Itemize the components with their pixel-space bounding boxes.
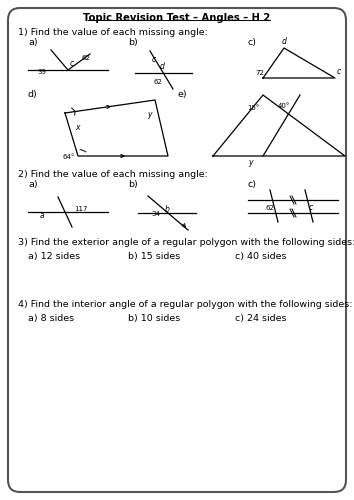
Text: 62: 62 (265, 205, 274, 211)
Text: a): a) (28, 180, 38, 189)
Text: 40°: 40° (278, 103, 290, 109)
Text: b): b) (128, 180, 138, 189)
Text: d: d (160, 62, 165, 71)
Text: y: y (248, 158, 252, 167)
Text: c: c (337, 67, 341, 76)
Text: 34: 34 (151, 211, 160, 217)
Text: c): c) (248, 180, 257, 189)
Text: 39: 39 (37, 69, 46, 75)
Text: y: y (148, 110, 152, 119)
Text: 62: 62 (154, 79, 162, 85)
Text: 62: 62 (82, 55, 91, 61)
Text: x: x (75, 123, 80, 132)
Text: 3) Find the exterior angle of a regular polygon with the following sides:: 3) Find the exterior angle of a regular … (18, 238, 354, 247)
Text: 15°: 15° (248, 105, 260, 111)
Text: a) 8 sides: a) 8 sides (28, 314, 74, 323)
Text: d: d (281, 37, 286, 46)
Text: 4) Find the interior angle of a regular polygon with the following sides:: 4) Find the interior angle of a regular … (18, 300, 353, 309)
Text: Topic Revision Test – Angles – H 2: Topic Revision Test – Angles – H 2 (84, 13, 270, 23)
Text: 2) Find the value of each missing angle:: 2) Find the value of each missing angle: (18, 170, 208, 179)
Text: c) 40 sides: c) 40 sides (235, 252, 286, 261)
FancyBboxPatch shape (8, 8, 346, 492)
Text: a: a (39, 210, 44, 220)
Text: c: c (309, 204, 313, 212)
Text: b) 15 sides: b) 15 sides (128, 252, 180, 261)
Text: b) 10 sides: b) 10 sides (128, 314, 180, 323)
Text: c: c (70, 58, 74, 68)
Text: c) 24 sides: c) 24 sides (235, 314, 286, 323)
Text: b: b (165, 206, 170, 214)
Text: c: c (152, 54, 156, 64)
Text: 72: 72 (255, 70, 264, 76)
Text: d): d) (28, 90, 38, 99)
Text: 64°: 64° (63, 154, 75, 160)
Text: 1) Find the value of each missing angle:: 1) Find the value of each missing angle: (18, 28, 208, 37)
Text: b): b) (128, 38, 138, 47)
Text: a): a) (28, 38, 38, 47)
Text: 117: 117 (74, 206, 87, 212)
Text: a) 12 sides: a) 12 sides (28, 252, 80, 261)
Text: c): c) (248, 38, 257, 47)
Text: e): e) (178, 90, 188, 99)
